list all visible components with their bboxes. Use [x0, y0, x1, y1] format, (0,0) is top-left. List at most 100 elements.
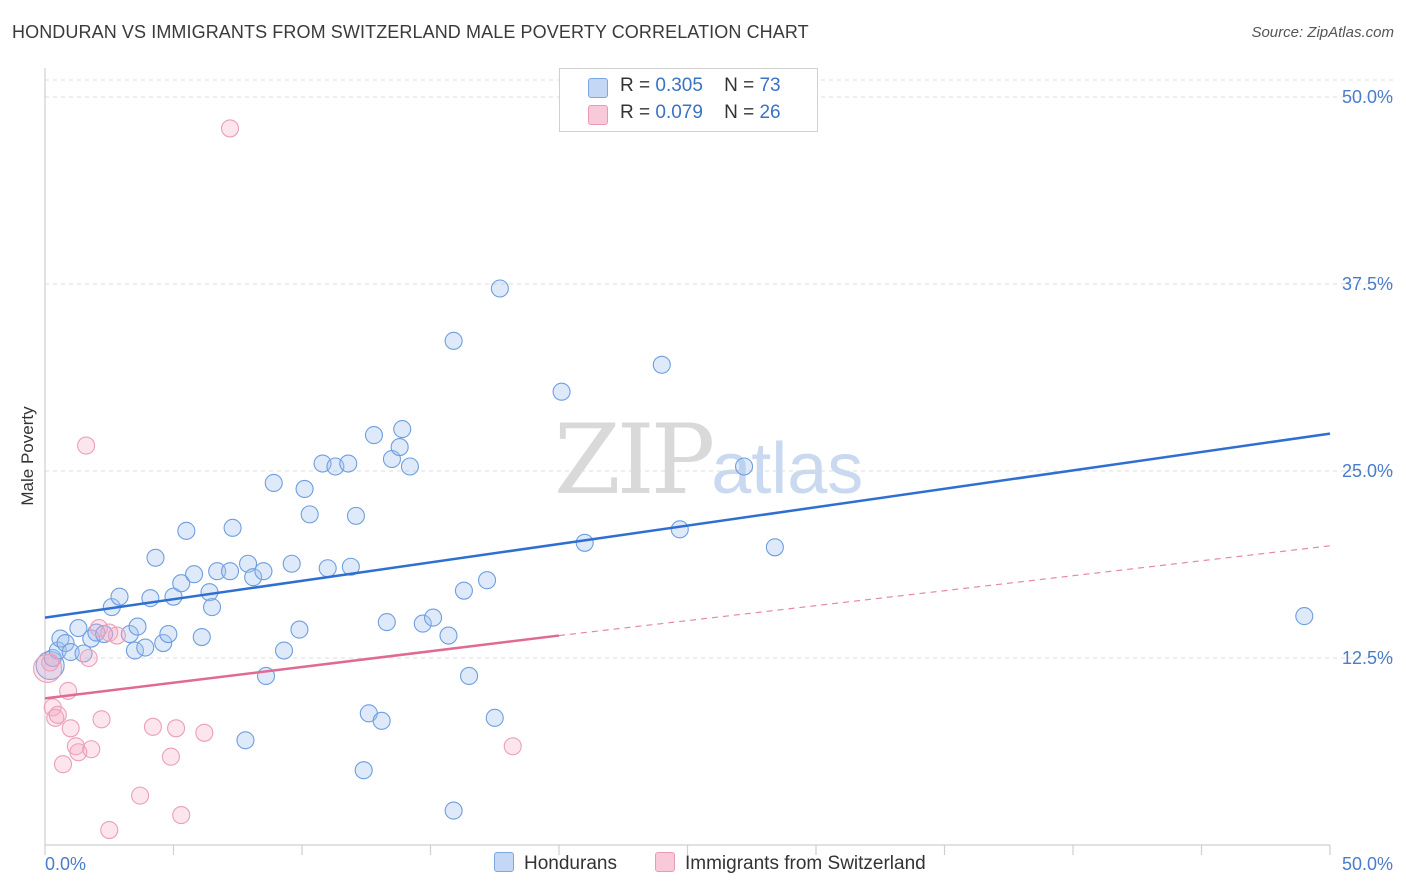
- honduran-point: [254, 562, 273, 581]
- legend-r-label: R =: [620, 75, 651, 96]
- honduran-point: [172, 574, 191, 593]
- legend-swatch-blue: [588, 78, 608, 98]
- honduran-point: [295, 479, 314, 499]
- honduran-point: [765, 538, 784, 557]
- x-tick-label: 0.0%: [45, 854, 86, 874]
- legend-n-value: 73: [759, 75, 781, 96]
- honduran-point: [341, 557, 360, 576]
- honduran-point: [203, 598, 222, 617]
- swiss-point: [107, 626, 127, 645]
- honduran-point: [128, 617, 147, 636]
- honduran-point: [238, 554, 258, 573]
- swiss-point: [53, 755, 73, 774]
- honduran-point: [208, 562, 227, 581]
- honduran-point: [244, 568, 263, 587]
- series-label: Immigrants from Switzerland: [685, 853, 926, 874]
- y-tick-label: 12.5%: [1342, 648, 1393, 668]
- series-label: Hondurans: [524, 853, 617, 874]
- swiss-point: [46, 708, 65, 727]
- honduran-point: [69, 619, 88, 638]
- watermark-atlas: atlas: [711, 429, 864, 509]
- swiss-point: [92, 710, 111, 729]
- honduran-point: [575, 533, 594, 552]
- legend-n-label: N =: [724, 75, 755, 96]
- honduran-trend-line: [44, 432, 1331, 619]
- swiss-point: [195, 723, 214, 742]
- honduran-point: [459, 666, 479, 686]
- honduran-point: [223, 518, 242, 537]
- honduran-point: [1295, 607, 1314, 626]
- swiss-point: [220, 119, 240, 138]
- series-swatch-pink: [655, 852, 675, 872]
- watermark: ZIPatlas: [554, 404, 863, 516]
- y-tick-label: 25.0%: [1342, 461, 1393, 481]
- legend-r-label: R =: [620, 102, 651, 123]
- honduran-point: [477, 571, 497, 590]
- swiss-point: [79, 648, 98, 668]
- honduran-point: [136, 638, 155, 657]
- honduran-point: [110, 587, 129, 606]
- chart-title: HONDURAN VS IMMIGRANTS FROM SWITZERLAND …: [12, 22, 809, 42]
- swiss-point: [89, 619, 109, 638]
- honduran-point: [372, 711, 391, 730]
- honduran-point: [290, 620, 309, 639]
- honduran-point: [339, 454, 358, 473]
- swiss-point: [61, 719, 80, 738]
- honduran-point: [177, 521, 196, 540]
- y-tick-label: 37.5%: [1342, 274, 1393, 294]
- bottom-legend-swiss: Immigrants from Switzerland: [655, 852, 926, 875]
- swiss-point: [77, 436, 96, 455]
- honduran-point: [185, 565, 204, 584]
- swiss-point: [100, 820, 119, 840]
- honduran-point: [652, 355, 671, 374]
- swiss-trend-extension: [558, 545, 1331, 637]
- honduran-point: [354, 761, 373, 780]
- watermark-zip: ZIP: [554, 404, 715, 516]
- honduran-point: [393, 420, 412, 439]
- honduran-point: [125, 641, 144, 660]
- honduran-point: [413, 614, 432, 633]
- swiss-point: [172, 806, 191, 825]
- honduran-point: [444, 331, 463, 350]
- honduran-point: [346, 506, 366, 525]
- legend-r-value: 0.305: [655, 75, 703, 96]
- swiss-point: [41, 653, 60, 672]
- honduran-point: [444, 801, 463, 820]
- swiss-point: [82, 740, 101, 759]
- legend-n-value: 26: [759, 102, 781, 123]
- honduran-point: [154, 633, 173, 653]
- swiss-point: [161, 747, 180, 766]
- honduran-point: [390, 438, 409, 457]
- honduran-point: [439, 626, 458, 645]
- honduran-point: [670, 520, 689, 539]
- honduran-point: [282, 554, 301, 573]
- honduran-point: [734, 457, 754, 476]
- honduran-point: [318, 559, 337, 578]
- honduran-point: [236, 731, 255, 750]
- series-swatch-blue: [494, 852, 514, 872]
- honduran-point: [159, 625, 178, 644]
- honduran-point: [220, 562, 240, 581]
- honduran-point: [424, 608, 443, 627]
- y-tick-label: 50.0%: [1342, 87, 1393, 107]
- legend-swatch-pink: [588, 105, 608, 125]
- correlation-legend: R = 0.305 N = 73 R = 0.079 N = 26: [559, 68, 818, 132]
- legend-n-label: N =: [724, 102, 755, 123]
- bottom-legend-hondurans: Hondurans: [494, 852, 617, 875]
- honduran-point: [485, 708, 504, 727]
- honduran-point: [300, 505, 319, 524]
- swiss-point: [143, 717, 162, 736]
- swiss-point: [503, 737, 522, 756]
- swiss-point: [48, 705, 67, 724]
- honduran-point: [56, 633, 75, 653]
- honduran-point: [490, 279, 509, 298]
- honduran-point: [264, 473, 283, 493]
- honduran-point: [377, 613, 396, 632]
- honduran-point: [364, 426, 384, 445]
- swiss-trend-line: [44, 634, 560, 700]
- swiss-point: [167, 719, 186, 738]
- honduran-point: [552, 382, 571, 401]
- honduran-point: [400, 457, 419, 476]
- legend-r-value: 0.079: [655, 102, 703, 123]
